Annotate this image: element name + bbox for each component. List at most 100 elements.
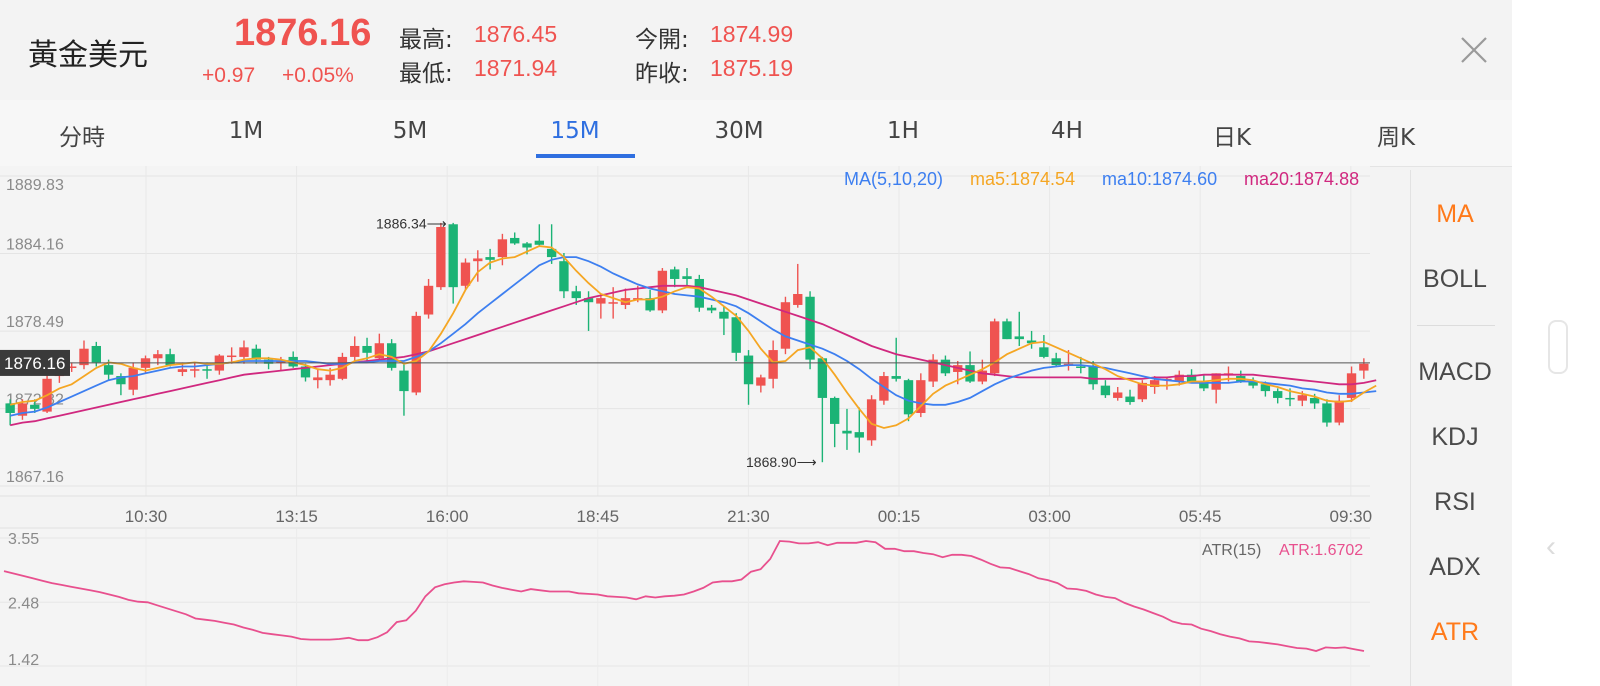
- screen-edge: [1512, 0, 1600, 686]
- tab-1h[interactable]: 1H: [887, 118, 919, 144]
- last-price: 1876.16: [234, 12, 372, 54]
- candle-body: [423, 285, 434, 315]
- quote-header: 黃金美元 1876.16 +0.97 +0.05% 最高: 1876.45 最低…: [0, 0, 1512, 100]
- candle-body: [1051, 358, 1061, 366]
- indicator-ma[interactable]: MA: [1436, 200, 1474, 228]
- candle-body: [1334, 400, 1344, 423]
- candle-body: [559, 261, 569, 292]
- chevron-left-icon[interactable]: ‹: [1546, 530, 1556, 563]
- candle-body: [977, 370, 988, 382]
- atr-line: [3, 540, 1365, 652]
- candle-body: [91, 345, 101, 363]
- atr-y-tick-label: 2.48: [8, 595, 39, 612]
- candle-body: [67, 366, 77, 368]
- candle-body: [1199, 381, 1209, 389]
- price-chart-area[interactable]: 1889.831884.161878.491872.821867.161876.…: [0, 166, 1410, 686]
- candle-body: [1125, 396, 1135, 403]
- candle-body: [731, 317, 741, 353]
- candle-body: [1186, 374, 1197, 382]
- x-tick-label: 16:00: [426, 507, 469, 526]
- tab-day[interactable]: 日K: [1212, 125, 1252, 151]
- y-tick-label: 1867.16: [6, 469, 64, 486]
- candle-body: [153, 354, 163, 359]
- candle-body: [362, 345, 372, 353]
- candle-body: [743, 355, 754, 385]
- ma10-legend: ma10:1874.60: [1102, 169, 1217, 189]
- candle-body: [1039, 347, 1049, 357]
- candle-body: [903, 380, 914, 415]
- candle-body: [1149, 380, 1160, 387]
- candle-body: [829, 397, 840, 424]
- tab-30m[interactable]: 30M: [714, 118, 764, 144]
- candle-body: [793, 294, 803, 305]
- tab-week[interactable]: 周K: [1376, 125, 1416, 151]
- current-price-tag: [0, 349, 70, 376]
- candle-body: [1100, 385, 1111, 396]
- candle-body: [780, 302, 791, 349]
- drag-handle[interactable]: [1548, 320, 1568, 374]
- tab-timeshare[interactable]: 分時: [59, 125, 105, 151]
- candle-body: [128, 367, 138, 390]
- indicator-adx[interactable]: ADX: [1429, 553, 1481, 581]
- candle-body: [460, 262, 471, 286]
- atr-panel-background: [0, 529, 1370, 686]
- candle-body: [817, 358, 828, 398]
- candle-body: [239, 347, 249, 357]
- candle-body: [1076, 366, 1086, 368]
- candle-body: [1273, 391, 1283, 398]
- x-tick-label: 09:30: [1330, 507, 1373, 526]
- low-label: 最低:: [399, 61, 453, 87]
- candle-body: [79, 348, 89, 366]
- candle-body: [399, 370, 409, 392]
- ma-legend-title: MA(5,10,20): [844, 169, 943, 189]
- candle-body: [1297, 395, 1307, 401]
- candle-body: [17, 403, 28, 416]
- candle-body: [1088, 366, 1098, 385]
- candle-body: [103, 365, 114, 375]
- candle-body: [534, 240, 545, 245]
- indicator-rsi[interactable]: RSI: [1434, 488, 1476, 516]
- indicator-atr[interactable]: ATR: [1430, 618, 1480, 646]
- candle-body: [854, 432, 864, 438]
- indicator-menu: MA BOLL MACD KDJ RSI ADX ATR: [1410, 170, 1499, 686]
- candle-body: [177, 369, 188, 372]
- candle-body: [1211, 373, 1221, 390]
- price-change: +0.97: [202, 64, 256, 87]
- candle-body: [866, 399, 877, 441]
- candle-body: [1113, 392, 1123, 398]
- candle-body: [1359, 363, 1369, 371]
- candle-body: [510, 237, 520, 244]
- close-icon: [1461, 37, 1487, 63]
- indicator-kdj[interactable]: KDJ: [1431, 423, 1479, 451]
- tab-1m[interactable]: 1M: [228, 118, 264, 144]
- candle-body: [583, 298, 594, 303]
- x-tick-label: 21:30: [727, 507, 770, 526]
- tab-15m[interactable]: 15M: [550, 118, 600, 144]
- candle-body: [694, 278, 704, 308]
- atr-legend-title: ATR(15): [1202, 542, 1261, 559]
- indicator-macd[interactable]: MACD: [1418, 358, 1492, 386]
- current-price-label: 1876.16: [4, 354, 65, 373]
- candle-body: [165, 354, 175, 366]
- candle-body: [928, 359, 938, 382]
- candle-body: [1309, 397, 1320, 404]
- x-tick-label: 10:30: [125, 507, 168, 526]
- candle-body: [436, 227, 446, 288]
- candle-body: [1137, 382, 1148, 400]
- candle-body: [448, 224, 458, 288]
- candle-body: [1174, 374, 1184, 382]
- high-label: 最高:: [399, 27, 453, 53]
- close-button[interactable]: [1458, 34, 1490, 66]
- tab-4h[interactable]: 4H: [1051, 118, 1083, 144]
- candle-body: [682, 276, 692, 279]
- candle-body: [940, 359, 951, 374]
- candle-body: [5, 403, 15, 413]
- candle-body: [805, 296, 815, 360]
- tab-5m[interactable]: 5M: [392, 118, 428, 144]
- candle-body: [350, 345, 360, 357]
- open-label: 今開:: [635, 27, 689, 53]
- candle-body: [706, 307, 717, 311]
- candle-body: [571, 291, 581, 299]
- indicator-boll[interactable]: BOLL: [1423, 265, 1487, 293]
- candle-body: [989, 321, 1000, 374]
